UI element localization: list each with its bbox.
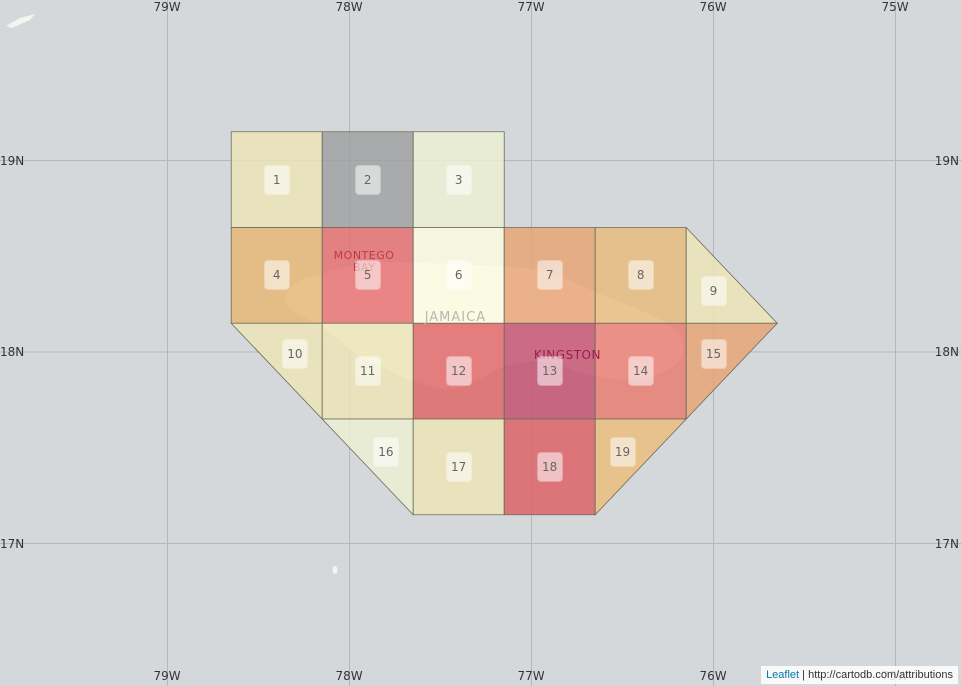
cay-islet xyxy=(332,566,338,574)
cell-label-13: 13 xyxy=(537,357,562,386)
grid-cell-16[interactable] xyxy=(321,418,414,516)
cell-label-5: 5 xyxy=(355,261,380,290)
attribution-separator: | xyxy=(799,669,809,681)
longitude-label-bottom: 76W xyxy=(699,669,727,683)
latitude-label-right: 19N xyxy=(934,153,959,168)
longitude-label-bottom: 77W xyxy=(517,669,545,683)
cell-label-19: 19 xyxy=(610,437,635,466)
latitude-label-left: 19N xyxy=(0,153,25,168)
cell-label-2: 2 xyxy=(355,165,380,194)
cell-label-14: 14 xyxy=(628,357,653,386)
cell-label-16: 16 xyxy=(373,437,398,466)
latitude-label-right: 17N xyxy=(934,536,959,551)
grid-cell-9[interactable] xyxy=(685,226,779,324)
longitude-label-top: 75W xyxy=(881,0,909,14)
cell-label-8: 8 xyxy=(628,261,653,290)
latitude-label-right: 18N xyxy=(934,345,959,359)
cell-label-4: 4 xyxy=(264,261,289,290)
latitude-label-left: 18N xyxy=(0,345,25,359)
longitude-label-top: 76W xyxy=(699,0,727,14)
longitude-label-top: 79W xyxy=(153,0,181,14)
cell-label-18: 18 xyxy=(537,452,562,481)
cell-label-7: 7 xyxy=(537,261,562,290)
grid-cell-15[interactable] xyxy=(685,322,779,421)
choropleth-grid xyxy=(230,131,779,516)
longitude-label-top: 78W xyxy=(335,0,363,14)
cell-label-11: 11 xyxy=(355,357,380,386)
cay-islet-northwest xyxy=(6,14,35,28)
cell-label-3: 3 xyxy=(446,165,471,194)
cell-label-10: 10 xyxy=(282,339,307,368)
cell-label-1: 1 xyxy=(264,165,289,194)
grid-cell-19[interactable] xyxy=(594,418,688,516)
latitude-label-left: 17N xyxy=(0,536,25,551)
longitude-label-bottom: 79W xyxy=(153,669,181,683)
cell-label-12: 12 xyxy=(446,357,471,386)
longitude-label-bottom: 78W xyxy=(335,669,363,683)
cell-label-9: 9 xyxy=(701,276,726,305)
cell-label-6: 6 xyxy=(446,261,471,290)
attribution-control: Leaflet | http://cartodb.com/attribution… xyxy=(761,666,958,684)
attribution-source: http://cartodb.com/attributions xyxy=(808,669,953,681)
grid-cell-10[interactable] xyxy=(230,322,323,421)
cell-label-15: 15 xyxy=(701,339,726,368)
longitude-label-top: 77W xyxy=(517,0,545,14)
leaflet-link[interactable]: Leaflet xyxy=(766,669,800,681)
cell-label-17: 17 xyxy=(446,452,471,481)
place-label-jamaica: JAMAICA xyxy=(424,309,487,325)
